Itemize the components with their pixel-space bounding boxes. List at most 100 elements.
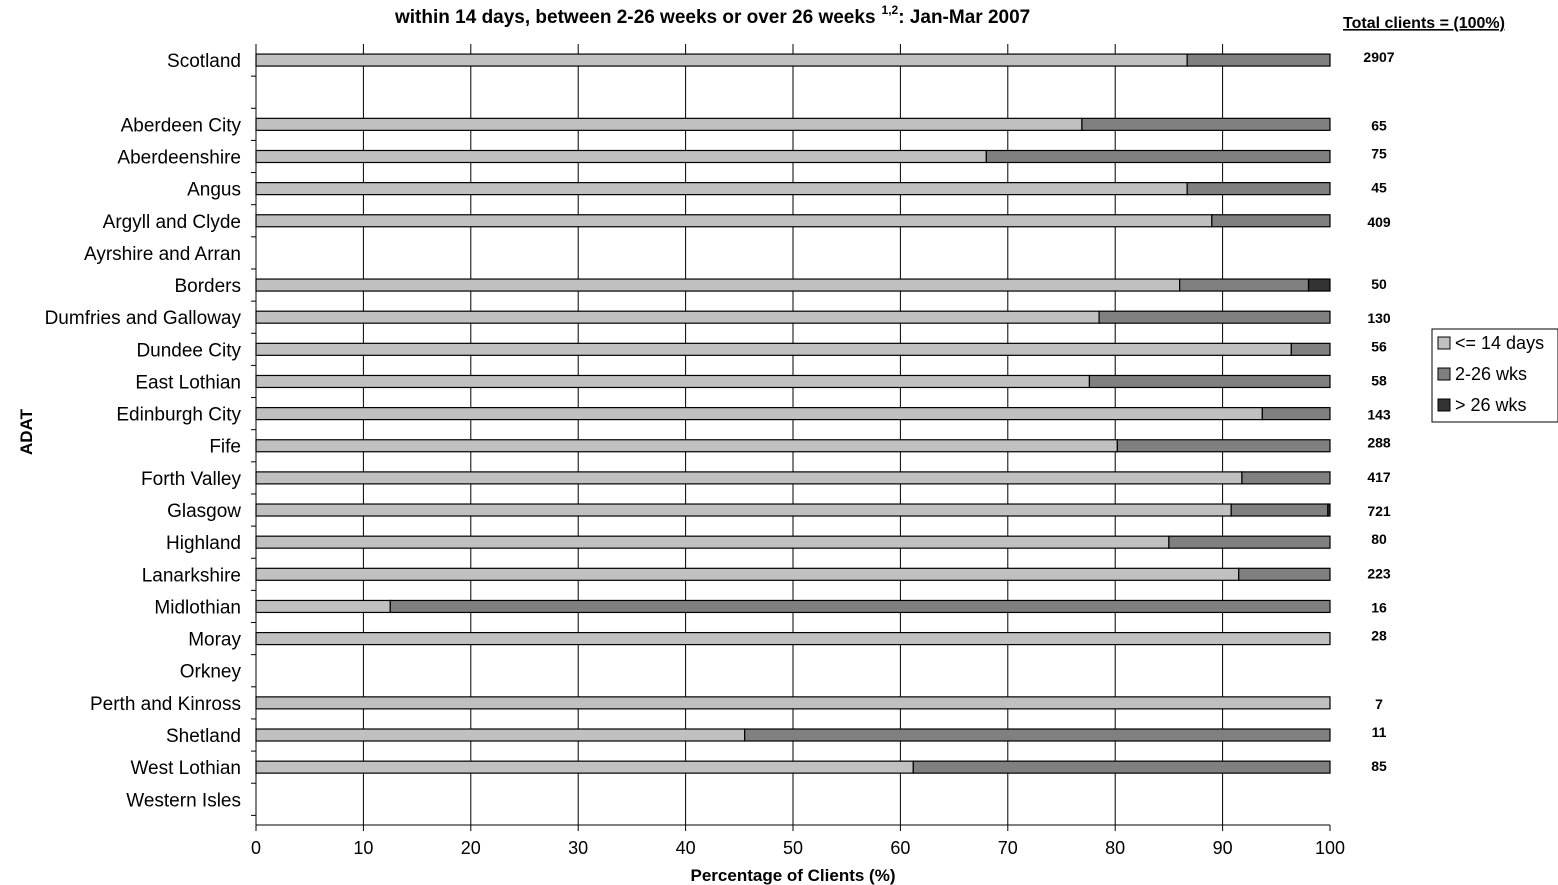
- bar-aberdeen-city-series-1: [255, 117, 1083, 131]
- total-labels: 2907 65 75 45 409 50 130 56 58 143 288 417 721 80 223 1…: [1363, 49, 1394, 774]
- category-label-fife: Fife: [209, 437, 241, 458]
- x-tick-label-80: 80: [1105, 838, 1125, 858]
- total-label-borders: 50: [1371, 276, 1387, 292]
- bar-angus-series-2: [1186, 182, 1331, 196]
- total-label-forth-valley: 417: [1367, 469, 1391, 485]
- bar-dumfries-and-galloway-series-1: [255, 310, 1100, 324]
- total-label-shetland: 11: [1372, 724, 1387, 740]
- legend-label-2: 2-26 wks: [1455, 364, 1527, 384]
- total-label-west-lothian: 85: [1371, 758, 1387, 774]
- bar-borders-series-3: [1307, 278, 1331, 292]
- total-label-glasgow: 721: [1367, 503, 1391, 519]
- category-label-glasgow: Glasgow: [167, 501, 241, 522]
- total-label-midlothian: 16: [1371, 599, 1387, 615]
- axes: [251, 44, 1331, 831]
- bar-aberdeenshire-series-2: [985, 149, 1331, 164]
- bar-highland-series-1: [255, 535, 1170, 549]
- category-label-highland: Highland: [166, 533, 241, 554]
- total-label-highland: 80: [1371, 531, 1387, 547]
- bar-lanarkshire-series-1: [255, 567, 1240, 581]
- category-label-east-lothian: East Lothian: [135, 372, 241, 393]
- total-label-perth-and-kinross: 7: [1375, 696, 1383, 712]
- bar-argyll-and-clyde-series-1: [255, 214, 1213, 228]
- category-label-scotland: Scotland: [167, 51, 241, 72]
- bar-scotland-series-1: [255, 53, 1188, 67]
- bar-midlothian-series-2: [389, 599, 1331, 614]
- category-label-western-isles: Western Isles: [126, 790, 241, 811]
- bar-east-lothian-series-1: [255, 374, 1091, 389]
- category-label-edinburgh-city: Edinburgh City: [116, 405, 241, 426]
- total-label-moray: 28: [1371, 628, 1387, 644]
- bar-angus-series-1: [255, 182, 1188, 196]
- x-tick-label-0: 0: [251, 838, 261, 858]
- x-tick-label-100: 100: [1315, 838, 1345, 858]
- category-label-lanarkshire: Lanarkshire: [142, 565, 241, 586]
- category-label-dundee-city: Dundee City: [136, 340, 241, 361]
- bar-dumfries-and-galloway-series-2: [1098, 310, 1331, 324]
- bar-midlothian-series-1: [255, 599, 391, 614]
- category-label-forth-valley: Forth Valley: [141, 469, 241, 490]
- total-label-angus: 45: [1371, 180, 1387, 196]
- category-label-aberdeen-city: Aberdeen City: [121, 115, 242, 136]
- bar-aberdeenshire-series-1: [255, 149, 987, 164]
- category-label-aberdeenshire: Aberdeenshire: [117, 147, 241, 168]
- x-tick-label-70: 70: [998, 838, 1018, 858]
- category-label-midlothian: Midlothian: [154, 597, 241, 618]
- x-tick-label-90: 90: [1213, 838, 1233, 858]
- bar-edinburgh-city-series-2: [1261, 407, 1331, 421]
- category-labels: Scotland Aberdeen City Aberdeenshire Angus A…: [45, 51, 242, 811]
- bar-shetland-series-2: [744, 728, 1331, 742]
- total-label-scotland: 2907: [1363, 49, 1394, 65]
- category-label-borders: Borders: [174, 276, 241, 297]
- y-axis-title: ADAT: [17, 408, 36, 455]
- category-label-angus: Angus: [187, 180, 241, 201]
- x-tick-labels: 0 10 20 30 40 50 60 70 80 90 100: [251, 838, 1345, 858]
- x-tick-label-30: 30: [568, 838, 588, 858]
- bar-west-lothian-series-2: [912, 760, 1331, 774]
- category-label-perth-and-kinross: Perth and Kinross: [90, 694, 241, 715]
- bar-moray-series-1: [255, 631, 1331, 646]
- bar-fife-series-2: [1116, 439, 1331, 453]
- x-tick-label-20: 20: [461, 838, 481, 858]
- total-label-argyll-and-clyde: 409: [1367, 214, 1391, 230]
- bar-fife-series-1: [255, 439, 1118, 453]
- x-tick-label-40: 40: [676, 838, 696, 858]
- legend-swatch-3: [1437, 398, 1451, 412]
- bar-glasgow-series-3: [1327, 503, 1331, 517]
- bar-east-lothian-series-2: [1088, 374, 1331, 389]
- legend-label-1: <= 14 days: [1455, 333, 1544, 353]
- legend-swatch-2: [1437, 367, 1451, 381]
- totals-header: Total clients = (100%): [1343, 15, 1505, 32]
- category-label-dumfries-and-galloway: Dumfries and Galloway: [45, 308, 242, 329]
- total-label-dumfries-and-galloway: 130: [1367, 310, 1391, 326]
- gridlines: [362, 44, 1224, 825]
- bar-west-lothian-series-1: [255, 760, 914, 774]
- x-tick-label-10: 10: [353, 838, 373, 858]
- total-label-aberdeenshire: 75: [1371, 145, 1387, 161]
- bar-borders-series-2: [1179, 278, 1310, 292]
- total-label-dundee-city: 56: [1371, 338, 1387, 354]
- category-label-ayrshire-and-arran: Ayrshire and Arran: [84, 244, 241, 265]
- category-label-moray: Moray: [188, 630, 241, 651]
- category-label-shetland: Shetland: [166, 726, 241, 747]
- x-tick-label-50: 50: [783, 838, 803, 858]
- legend-box: [1431, 328, 1558, 423]
- bar-aberdeen-city-series-2: [1081, 117, 1331, 131]
- total-label-lanarkshire: 223: [1367, 565, 1391, 581]
- bar-perth-and-kinross-series-1: [255, 696, 1331, 710]
- x-tick-label-60: 60: [890, 838, 910, 858]
- bar-lanarkshire-series-2: [1238, 567, 1331, 581]
- bar-borders-series-1: [255, 278, 1181, 292]
- bar-scotland-series-2: [1186, 53, 1331, 67]
- bar-argyll-and-clyde-series-2: [1211, 214, 1331, 228]
- bar-dundee-city-series-1: [255, 342, 1292, 356]
- bar-dundee-city-series-2: [1290, 342, 1331, 356]
- total-label-east-lothian: 58: [1371, 372, 1387, 388]
- legend: <= 14 days 2-26 wks > 26 wks: [1431, 328, 1558, 423]
- total-label-aberdeen-city: 65: [1371, 117, 1387, 133]
- chart-title: within 14 days, between 2-26 weeks or ov…: [394, 3, 1030, 28]
- total-label-fife: 288: [1367, 435, 1391, 451]
- total-label-edinburgh-city: 143: [1367, 407, 1391, 423]
- bar-forth-valley-series-2: [1241, 471, 1331, 485]
